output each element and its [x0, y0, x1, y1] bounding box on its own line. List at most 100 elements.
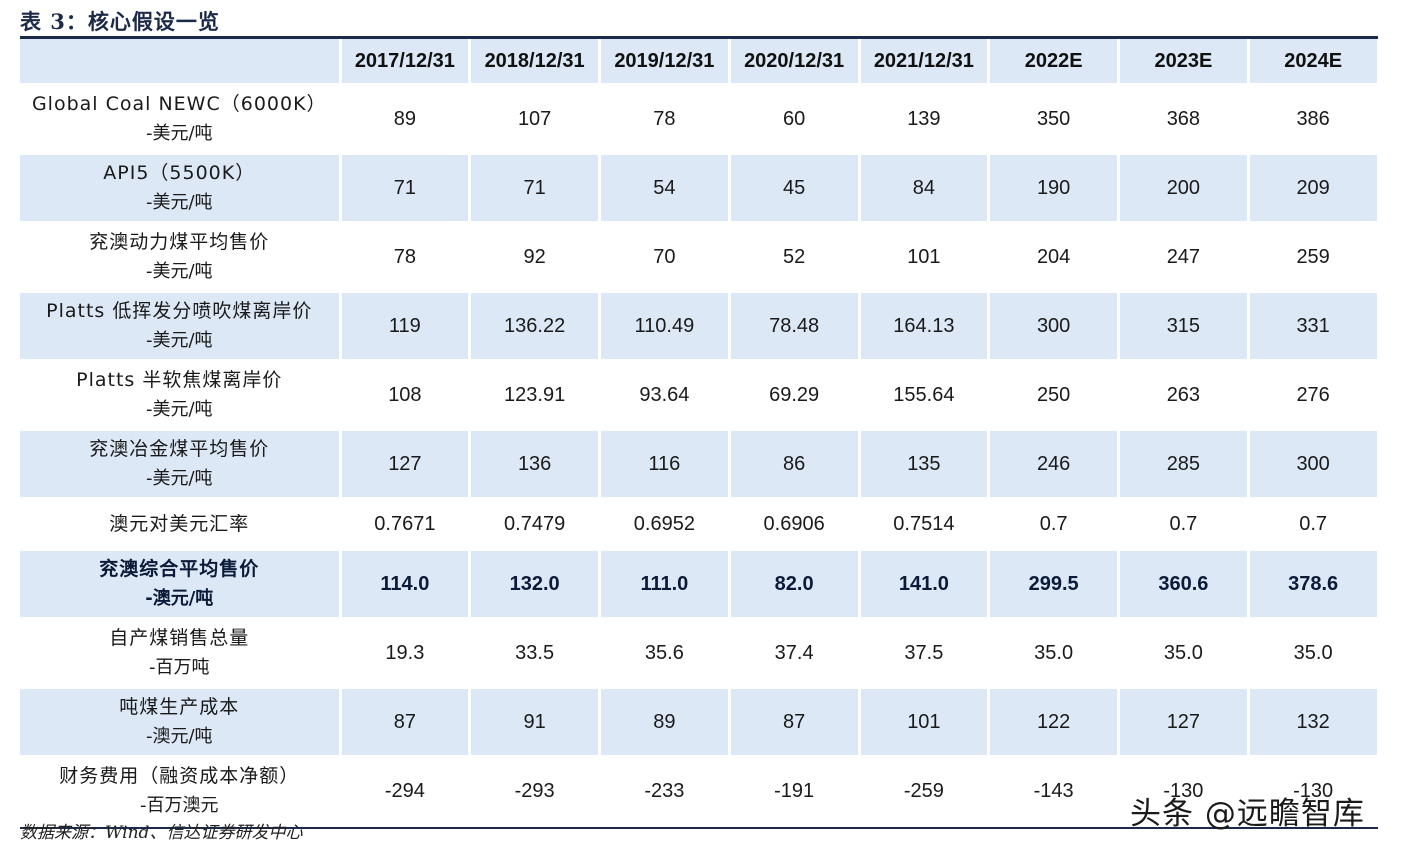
value-cell: 300 — [1248, 429, 1380, 500]
value-cell: 111.0 — [599, 549, 731, 620]
row-label: Global Coal NEWC（6000K） — [31, 93, 327, 115]
value-cell: 0.7 — [1248, 498, 1380, 551]
value-cell: 123.91 — [469, 360, 601, 431]
value-cell: 350 — [988, 84, 1120, 155]
table-row: Platts 半软焦煤离岸价 -美元/吨 108 123.91 93.64 69.29 15… — [20, 360, 1380, 431]
value-cell: 89 — [599, 687, 731, 758]
value-cell: 122 — [988, 687, 1120, 758]
row-label: 财务费用（融资成本净额） — [59, 765, 300, 787]
value-cell: -130 — [1118, 756, 1250, 827]
row-label: Platts 半软焦煤离岸价 — [76, 369, 283, 391]
value-cell: 368 — [1118, 84, 1250, 155]
value-cell: 135 — [859, 429, 991, 500]
header-cell: 2024E — [1248, 39, 1380, 86]
value-cell: 114.0 — [340, 549, 472, 620]
table-row: 澳元对美元汇率 0.7671 0.7479 0.6952 0.6906 0.7514 0.7… — [20, 498, 1380, 551]
value-cell: 89 — [340, 84, 472, 155]
value-cell: 107 — [469, 84, 601, 155]
value-cell: 108 — [340, 360, 472, 431]
value-cell: 190 — [988, 153, 1120, 224]
value-cell: 139 — [859, 84, 991, 155]
value-cell: 60 — [729, 84, 861, 155]
row-label: 吨煤生产成本 — [119, 696, 240, 718]
value-cell: 250 — [988, 360, 1120, 431]
value-cell: 52 — [729, 222, 861, 293]
row-unit: -美元/吨 — [145, 261, 213, 282]
data-source-note: 数据来源：Wind、信达证券研发中心 — [20, 823, 303, 843]
table-top-rule — [20, 36, 1378, 39]
value-cell: 204 — [988, 222, 1120, 293]
table-bottom-rule — [20, 827, 1378, 829]
value-cell: 141.0 — [859, 549, 991, 620]
value-cell: 119 — [340, 291, 472, 362]
value-cell: 78.48 — [729, 291, 861, 362]
value-cell: 35.6 — [599, 618, 731, 689]
value-cell: 33.5 — [469, 618, 601, 689]
table-row: Platts 低挥发分喷吹煤离岸价 -美元/吨 119 136.22 110.49 78.… — [20, 291, 1380, 362]
table-row: 财务费用（融资成本净额） -百万澳元 -294 -293 -233 -191 -259 -14… — [20, 756, 1380, 827]
row-label: 兖澳动力煤平均售价 — [89, 231, 270, 253]
value-cell: 259 — [1248, 222, 1380, 293]
table-row: Global Coal NEWC（6000K） -美元/吨 89 107 78 60 139… — [20, 84, 1380, 155]
table-body: Global Coal NEWC（6000K） -美元/吨 89 107 78 60 139… — [20, 84, 1380, 827]
value-cell: 37.5 — [859, 618, 991, 689]
value-cell: 0.6906 — [729, 498, 861, 551]
row-label-cell: Platts 低挥发分喷吹煤离岸价 -美元/吨 — [20, 291, 342, 362]
watermark: 头条 @远瞻智库 — [1130, 796, 1365, 832]
row-label-cell: 自产煤销售总量 -百万吨 — [20, 618, 342, 689]
table-row: 兖澳动力煤平均售价 -美元/吨 78 92 70 52 101 204 247 259 — [20, 222, 1380, 293]
row-unit: -美元/吨 — [145, 468, 213, 489]
value-cell: 132 — [1248, 687, 1380, 758]
value-cell: 110.49 — [599, 291, 731, 362]
value-cell: 78 — [340, 222, 472, 293]
value-cell: 71 — [469, 153, 601, 224]
row-unit: -澳元/吨 — [145, 726, 213, 747]
row-label: 兖澳冶金煤平均售价 — [89, 438, 270, 460]
row-label-cell: 兖澳动力煤平均售价 -美元/吨 — [20, 222, 342, 293]
value-cell: -191 — [729, 756, 861, 827]
header-cell: 2017/12/31 — [340, 39, 472, 86]
row-unit: -美元/吨 — [145, 399, 213, 420]
value-cell: -143 — [988, 756, 1120, 827]
value-cell: 276 — [1248, 360, 1380, 431]
header-row: 2017/12/31 2018/12/31 2019/12/31 2020/12… — [20, 39, 1380, 86]
value-cell: 91 — [469, 687, 601, 758]
row-label-cell: 吨煤生产成本 -澳元/吨 — [20, 687, 342, 758]
value-cell: 87 — [340, 687, 472, 758]
value-cell: 0.7514 — [859, 498, 991, 551]
value-cell: 82.0 — [729, 549, 861, 620]
value-cell: 360.6 — [1118, 549, 1250, 620]
header-cell: 2019/12/31 — [599, 39, 731, 86]
value-cell: 0.7671 — [340, 498, 472, 551]
value-cell: 92 — [469, 222, 601, 293]
header-cell — [20, 39, 342, 86]
value-cell: 155.64 — [859, 360, 991, 431]
value-cell: 136.22 — [469, 291, 601, 362]
row-label-cell: Global Coal NEWC（6000K） -美元/吨 — [20, 84, 342, 155]
value-cell: 35.0 — [988, 618, 1120, 689]
value-cell: 70 — [599, 222, 731, 293]
row-label: API5（5500K） — [103, 162, 256, 184]
table-row: API5（5500K） -美元/吨 71 71 54 45 84 190 200 209 — [20, 153, 1380, 224]
value-cell: 127 — [340, 429, 472, 500]
row-label: 自产煤销售总量 — [109, 627, 250, 649]
value-cell: 247 — [1118, 222, 1250, 293]
value-cell: 386 — [1248, 84, 1380, 155]
value-cell: 54 — [599, 153, 731, 224]
value-cell: 127 — [1118, 687, 1250, 758]
row-unit: -美元/吨 — [145, 192, 213, 213]
row-label-cell: 澳元对美元汇率 — [20, 498, 342, 551]
value-cell: -233 — [599, 756, 731, 827]
header-cell: 2023E — [1118, 39, 1250, 86]
header-cell: 2018/12/31 — [469, 39, 601, 86]
value-cell: 86 — [729, 429, 861, 500]
value-cell: 378.6 — [1248, 549, 1380, 620]
row-unit: -百万澳元 — [140, 795, 219, 816]
row-label-cell: Platts 半软焦煤离岸价 -美元/吨 — [20, 360, 342, 431]
value-cell: 200 — [1118, 153, 1250, 224]
table-row: 兖澳冶金煤平均售价 -美元/吨 127 136 116 86 135 246 285 300 — [20, 429, 1380, 500]
table-row: 吨煤生产成本 -澳元/吨 87 91 89 87 101 122 127 132 — [20, 687, 1380, 758]
header-cell: 2020/12/31 — [729, 39, 861, 86]
value-cell: 116 — [599, 429, 731, 500]
value-cell: 263 — [1118, 360, 1250, 431]
